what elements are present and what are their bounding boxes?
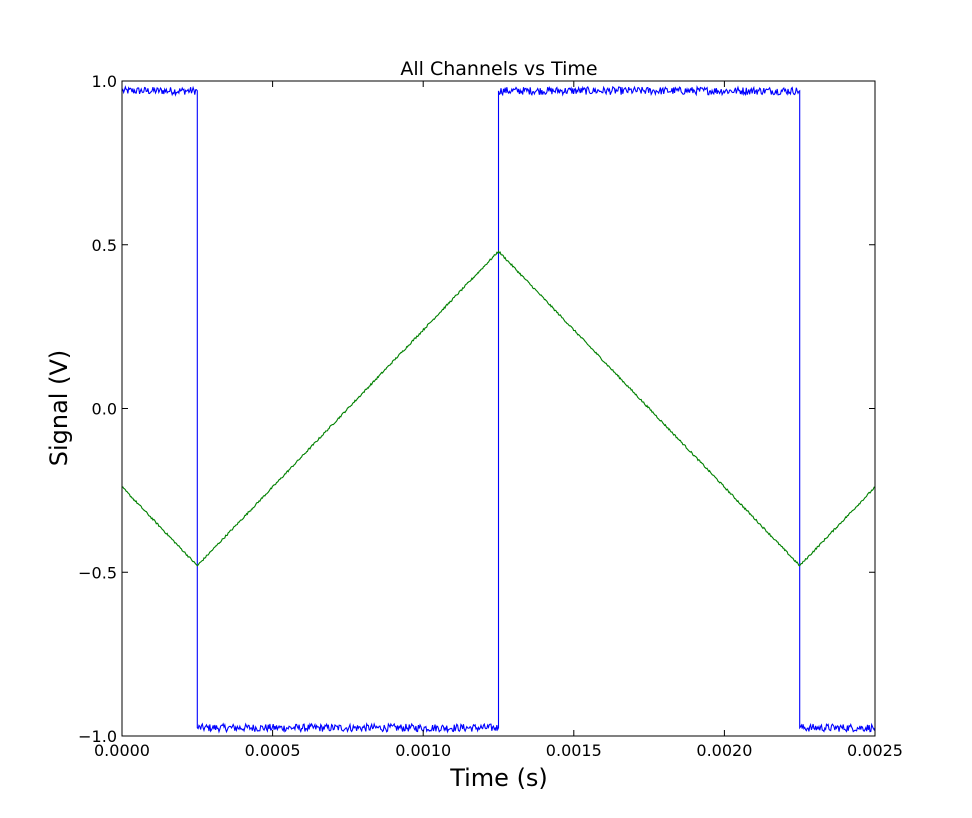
y-tick-label: −0.5 <box>78 563 117 582</box>
x-tick-label: 0.0005 <box>245 741 301 760</box>
y-tick-label: 0.0 <box>92 400 117 419</box>
y-tick-label: 1.0 <box>92 72 117 91</box>
x-tick-label: 0.0010 <box>395 741 451 760</box>
chart-title: All Channels vs Time <box>400 58 597 80</box>
x-tick-label: 0.0025 <box>847 741 903 760</box>
y-tick-label: −1.0 <box>78 727 117 746</box>
series-line-1 <box>121 84 876 734</box>
plot-frame <box>121 80 876 737</box>
data-layer <box>121 84 876 734</box>
x-tick-label: 0.0000 <box>94 741 150 760</box>
y-tick-label: 0.5 <box>92 236 117 255</box>
axis-layer: 0.0000 0.0005 0.0010 0.0015 0.0020 0.0025 −1.0… <box>78 72 903 760</box>
x-tick-label: 0.0015 <box>546 741 602 760</box>
x-tick-label: 0.0020 <box>696 741 752 760</box>
series-line-2 <box>121 250 876 567</box>
x-axis-label: Time (s) <box>449 764 548 792</box>
y-axis-label: Signal (V) <box>45 350 73 467</box>
